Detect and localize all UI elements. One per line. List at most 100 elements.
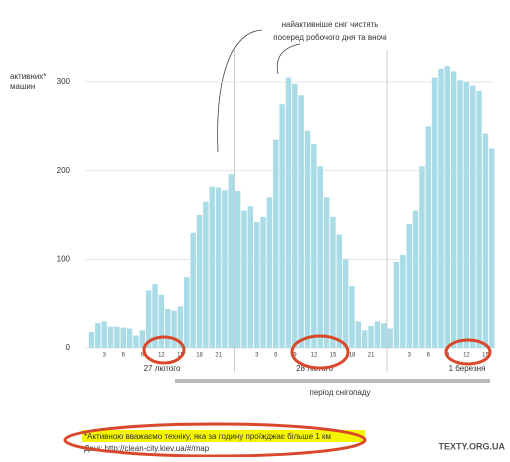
bar [323,197,330,348]
bar [374,321,381,348]
bar [425,126,431,348]
bar [241,210,247,348]
annotation: найактивніше сніг чистять [282,20,379,29]
bar [470,85,476,349]
bar [342,259,349,348]
bar [222,190,228,348]
y-axis-label: машин [10,82,35,91]
bar [292,83,298,349]
bar [120,327,126,348]
bar [273,139,279,348]
bar [133,335,139,348]
bar [285,77,292,348]
x-tick-label: 3 [255,353,259,359]
bar [406,223,412,348]
x-tick-label: 12 [463,353,470,359]
bar [171,310,177,348]
bar [228,174,234,348]
day-label: 1 березня [449,364,486,373]
x-tick-label: 3 [103,353,107,359]
bar [489,148,495,348]
x-tick-label: 3 [408,353,412,359]
bar [298,95,304,348]
bar [463,82,470,349]
bar [438,68,444,348]
bar [215,187,222,348]
bar [444,66,451,348]
bar [336,234,343,348]
bar [361,330,368,348]
bar [419,166,425,348]
source: Дані: http://clean-city.kiev.ua/#/map [84,444,210,453]
bar [95,323,101,348]
bar [457,80,463,348]
day-label: 27 лютого [144,364,181,373]
bar [152,284,158,348]
bar [381,323,387,348]
bar [126,328,133,348]
footnote: *Активною вважаємо техніку, яка за годин… [84,432,331,441]
bar [165,308,171,348]
x-tick-label: 12 [158,353,165,359]
bar [158,294,165,348]
bar [253,222,260,348]
x-tick-label: 21 [368,353,375,359]
annotation: посеред робочого дня та вночі [273,33,387,42]
bar [190,232,196,348]
y-tick-label: 300 [57,77,71,86]
x-tick-label: 6 [427,353,431,359]
x-tick-label: 15 [330,353,337,359]
bar [209,186,215,348]
brand: TEXTY.ORG.UA [438,441,505,451]
x-tick-label: 21 [215,353,222,359]
bar [387,328,393,348]
x-tick-label: 9 [141,353,145,359]
bar [101,321,107,348]
y-tick-label: 100 [57,254,71,263]
bar [311,144,317,348]
bar [266,197,273,348]
bar [450,71,457,348]
bar [355,321,362,348]
bar [107,326,114,348]
bar [139,330,146,348]
bar [184,277,190,348]
scribbles [63,334,492,458]
bar [393,262,400,348]
bar [431,77,438,348]
x-tick-label: 9 [293,353,297,359]
bar [177,306,184,348]
bar [349,285,355,348]
annotation-arrow [276,43,301,75]
bar [368,325,374,348]
x-tick-label: 18 [196,353,203,359]
bar [114,326,120,348]
bar [203,201,209,348]
x-tick-label: 6 [274,353,278,359]
x-tick-label: 15 [482,353,489,359]
bar [476,90,482,349]
bar [279,104,285,348]
footnote-highlight [82,430,365,442]
bar [260,216,266,348]
bar [196,215,203,348]
bar [234,191,241,348]
bar [330,216,336,348]
bar [317,166,323,348]
bar [145,290,152,348]
period-label: період снігопаду [309,388,370,397]
bar [304,130,311,348]
y-tick-label: 200 [57,166,71,175]
bar [412,210,419,348]
x-tick-label: 12 [311,353,318,359]
x-tick-label: 6 [122,353,126,359]
bar [482,133,489,348]
annotation-arrow [217,29,263,153]
x-tick-label: 18 [349,353,356,359]
y-tick-label: 0 [66,343,71,352]
bar [88,332,95,348]
bar [247,206,254,348]
bar [400,254,406,348]
